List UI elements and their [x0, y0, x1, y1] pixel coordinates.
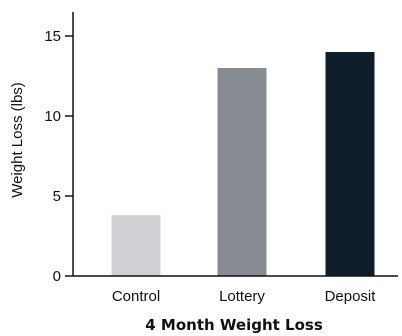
- y-tick-label: 10: [44, 108, 61, 125]
- x-axis-tick-labels: Control Lottery Deposit: [112, 288, 376, 305]
- y-axis-label: Weight Loss (lbs): [9, 82, 26, 198]
- x-tick-label: Lottery: [219, 288, 265, 305]
- bar-deposit: [325, 52, 375, 276]
- bar-control: [111, 215, 161, 276]
- chart-title: 4 Month Weight Loss: [145, 316, 323, 334]
- y-axis-ticks: 0 5 10 15: [44, 28, 73, 285]
- bars: [111, 52, 375, 276]
- y-tick-label: 5: [53, 188, 61, 205]
- x-tick-label: Deposit: [325, 288, 377, 305]
- y-tick-label: 15: [44, 28, 61, 45]
- bar-lottery: [217, 68, 267, 276]
- y-tick-label: 0: [53, 268, 61, 285]
- x-tick-label: Control: [112, 288, 160, 305]
